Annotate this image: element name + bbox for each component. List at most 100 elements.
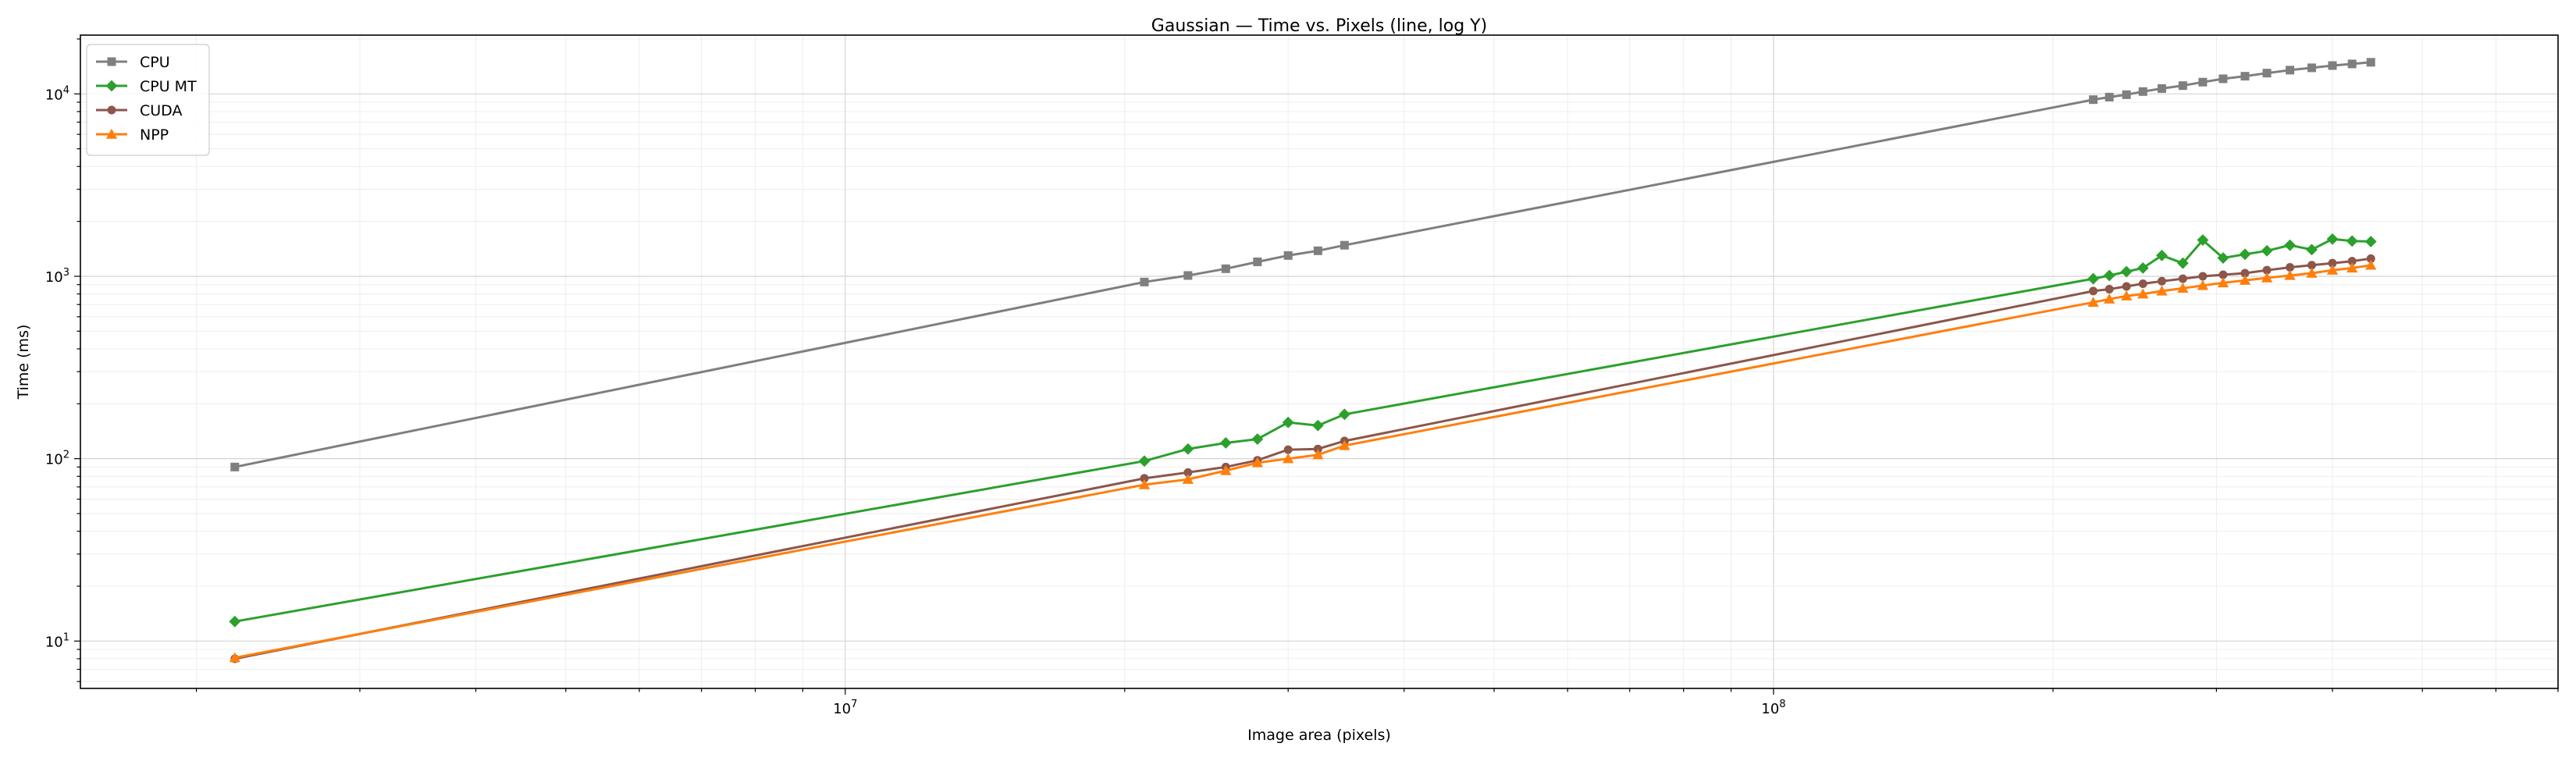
data-point (2346, 235, 2358, 247)
data-point (2198, 77, 2208, 87)
data-point (2239, 275, 2251, 285)
data-point (2284, 239, 2296, 251)
data-point (107, 57, 116, 66)
data-point (2105, 92, 2114, 101)
data-point (1340, 240, 1349, 250)
x-tick-label: 108 (1761, 699, 1785, 717)
data-point (2306, 244, 2318, 256)
legend-entry: CPU (96, 54, 170, 71)
data-point (1251, 433, 1264, 446)
data-point (1283, 445, 1293, 454)
data-point (2261, 272, 2273, 283)
plot-series (229, 58, 2377, 663)
data-point (105, 80, 118, 92)
data-point (2217, 252, 2229, 264)
data-point (2365, 259, 2377, 270)
data-point (1283, 453, 1294, 464)
data-point (2157, 84, 2166, 93)
data-point (2262, 265, 2272, 275)
data-point (2137, 288, 2149, 299)
chart-title: Gaussian — Time vs. Pixels (line, log Y) (1151, 16, 1487, 36)
data-point (2157, 276, 2166, 286)
data-point (1138, 455, 1151, 468)
data-point (1253, 257, 1262, 266)
data-point (2347, 262, 2358, 273)
data-point (1339, 439, 1350, 450)
data-point (1183, 468, 1193, 477)
y-tick-label: 104 (45, 84, 69, 103)
data-point (2121, 290, 2133, 300)
data-point (1182, 474, 1194, 484)
y-tick-label: 103 (45, 267, 69, 286)
legend-entry: CPU MT (96, 78, 197, 95)
data-point (1283, 251, 1293, 260)
data-point (2286, 66, 2295, 75)
legend-label: CPU MT (140, 78, 197, 95)
data-point (2122, 90, 2131, 99)
y-tick-label: 101 (45, 631, 69, 650)
data-point (2347, 257, 2357, 266)
data-point (2156, 285, 2168, 296)
data-point (2366, 58, 2375, 67)
y-tick-label: 102 (45, 450, 69, 468)
data-point (2138, 279, 2147, 289)
legend-entry: CUDA (96, 102, 182, 119)
data-point (2087, 272, 2099, 285)
plot-frame (80, 34, 2559, 689)
data-point (1251, 457, 1264, 468)
data-point (2306, 267, 2318, 278)
data-point (2326, 265, 2339, 275)
data-point (1183, 271, 1193, 280)
data-point (2347, 59, 2357, 69)
data-point (229, 652, 240, 663)
legend: CPU CPU MT CUDA NPP (86, 44, 210, 156)
data-point (2261, 244, 2273, 257)
legend-entry: NPP (96, 126, 169, 144)
data-point (2366, 254, 2375, 263)
data-point (1140, 277, 1149, 286)
data-point (230, 462, 240, 471)
legend-label: CPU (140, 54, 170, 71)
data-point (2364, 236, 2377, 247)
data-point (1182, 443, 1194, 455)
data-point (1311, 419, 1324, 432)
legend-box (86, 44, 210, 156)
data-point (1138, 478, 1151, 489)
data-point (2218, 74, 2228, 84)
data-point (2089, 95, 2098, 105)
data-point (2218, 270, 2228, 279)
data-point (2197, 279, 2209, 290)
data-point (107, 105, 116, 115)
legend-label: NPP (140, 126, 169, 144)
axis-ticks: 107 108 101 102 103 104 (45, 38, 2559, 717)
data-point (2307, 261, 2316, 270)
data-point (2178, 81, 2187, 91)
series-cpu-mt (229, 233, 2377, 628)
data-point (2120, 265, 2133, 278)
data-point (1282, 416, 1294, 429)
data-point (1221, 264, 1230, 273)
y-axis-label: Time (ms) (15, 325, 32, 400)
legend-label: CUDA (140, 102, 182, 119)
data-point (2087, 297, 2099, 308)
series-cuda (230, 254, 2375, 663)
grid (80, 35, 2559, 688)
data-point (2197, 234, 2209, 246)
series-npp (229, 259, 2377, 663)
data-point (2217, 277, 2229, 288)
data-point (2284, 269, 2296, 280)
data-point (1220, 464, 1232, 475)
data-point (2122, 282, 2131, 291)
data-point (2105, 284, 2114, 293)
data-point (2262, 69, 2272, 78)
data-point (2198, 272, 2208, 281)
data-point (2286, 262, 2295, 272)
data-point (2326, 233, 2339, 245)
data-point (2176, 257, 2189, 269)
data-point (1140, 474, 1149, 483)
data-point (2089, 286, 2098, 296)
data-point (1313, 444, 1322, 453)
data-point (2138, 87, 2147, 96)
data-point (2328, 61, 2337, 70)
